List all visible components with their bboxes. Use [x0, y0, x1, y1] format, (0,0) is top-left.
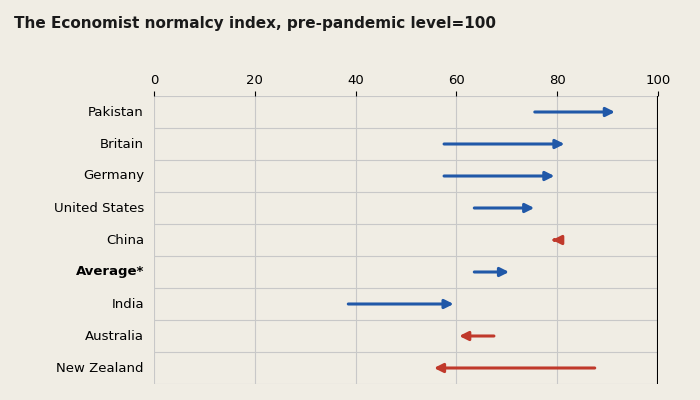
Text: Pakistan: Pakistan	[88, 106, 144, 118]
Text: United States: United States	[54, 202, 144, 214]
Text: Average*: Average*	[76, 266, 144, 278]
Text: Britain: Britain	[100, 138, 144, 150]
Text: Germany: Germany	[83, 170, 144, 182]
Text: Australia: Australia	[85, 330, 144, 342]
Text: India: India	[111, 298, 144, 310]
Text: The Economist normalcy index, pre-pandemic level=100: The Economist normalcy index, pre-pandem…	[14, 16, 496, 31]
Text: New Zealand: New Zealand	[57, 362, 144, 374]
Text: China: China	[106, 234, 144, 246]
